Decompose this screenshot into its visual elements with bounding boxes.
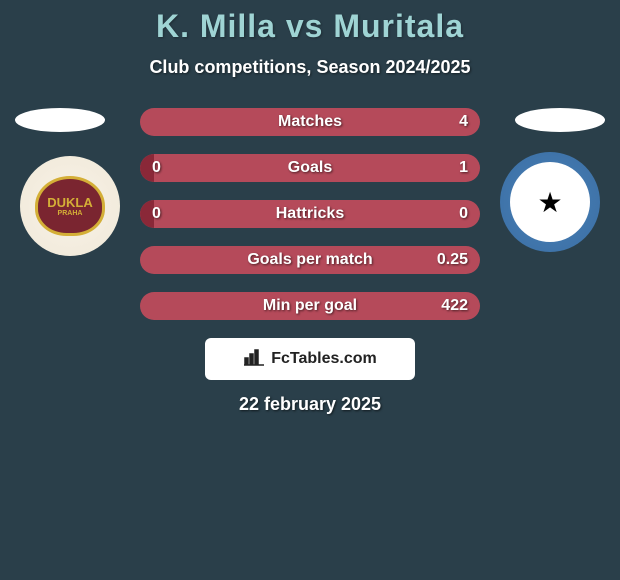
footer-brand-text: FcTables.com: [271, 350, 377, 368]
stat-value-right: 0.25: [437, 251, 468, 269]
stat-value-left: 0: [152, 205, 161, 223]
team-badge-left: DUKLA PRAHA: [20, 156, 120, 256]
stat-value-right: 0: [459, 205, 468, 223]
stat-row-min-per-goal: Min per goal 422: [140, 292, 480, 320]
subtitle: Club competitions, Season 2024/2025: [0, 57, 620, 78]
infographic-container: K. Milla vs Muritala Club competitions, …: [0, 0, 620, 415]
stat-row-goals: 0 Goals 1: [140, 154, 480, 182]
stat-label: Matches: [278, 113, 342, 131]
stat-value-right: 422: [441, 297, 468, 315]
stat-row-matches: Matches 4: [140, 108, 480, 136]
stat-value-right: 4: [459, 113, 468, 131]
main-area: DUKLA PRAHA ★ Matches 4 0 Goals 1: [0, 108, 620, 415]
team-badge-right: ★: [500, 152, 600, 252]
team-badge-right-inner: ★: [510, 162, 590, 242]
stat-value-left: 0: [152, 159, 161, 177]
team-badge-left-name: DUKLA: [47, 195, 93, 210]
page-title: K. Milla vs Muritala: [0, 8, 620, 45]
stat-label: Goals: [288, 159, 332, 177]
team-badge-left-shield: DUKLA PRAHA: [35, 176, 105, 236]
stat-label: Hattricks: [276, 205, 344, 223]
star-icon: ★: [537, 186, 562, 219]
footer-brand-box: FcTables.com: [205, 338, 415, 380]
chart-icon: [243, 348, 265, 371]
player-marker-left: [15, 108, 105, 132]
stat-label: Goals per match: [247, 251, 372, 269]
stat-label: Min per goal: [263, 297, 357, 315]
team-badge-left-sub: PRAHA: [58, 210, 83, 217]
stat-row-goals-per-match: Goals per match 0.25: [140, 246, 480, 274]
stat-row-hattricks: 0 Hattricks 0: [140, 200, 480, 228]
stat-value-right: 1: [459, 159, 468, 177]
stats-list: Matches 4 0 Goals 1 0 Hattricks 0 Goals …: [140, 108, 480, 320]
date-text: 22 february 2025: [0, 394, 620, 415]
player-marker-right: [515, 108, 605, 132]
